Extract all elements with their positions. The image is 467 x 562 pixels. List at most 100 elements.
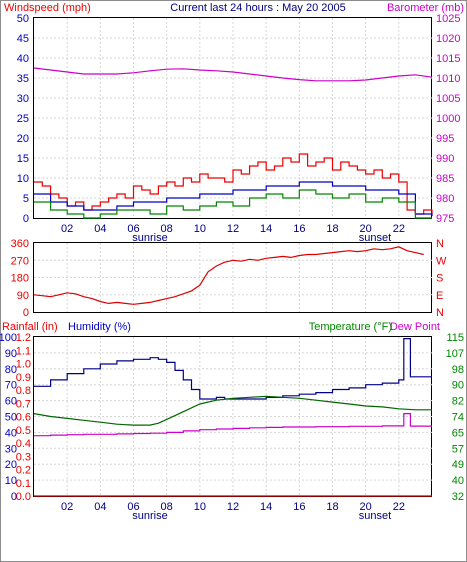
humidity-tick-label: 50 [5, 412, 17, 424]
series-dew-point [34, 413, 432, 437]
compass-tick-label: N [436, 307, 444, 319]
rainfall-tick-label: 0.9 [16, 372, 31, 384]
barometer-tick-label: 1020 [436, 33, 460, 45]
humidity-tick-label: 20 [5, 459, 17, 471]
rainfall-tick-label: 0.6 [16, 412, 31, 424]
rainfall-tick-label: 0.4 [16, 438, 31, 450]
sunrise-label-top: sunrise [132, 232, 167, 244]
temperature-tick-label: 82 [452, 396, 464, 408]
barometer-tick-label: 975 [436, 213, 454, 225]
temperature-tick-label: 107 [446, 348, 464, 360]
series-minimum [34, 189, 432, 219]
windspeed-tick-label: 45 [17, 33, 29, 45]
rainfall-tick-label: 0.7 [16, 398, 31, 410]
windspeed-tick-label: 0 [23, 213, 29, 225]
rainfall-tick-label: 0.5 [16, 425, 31, 437]
sunset-label-bottom: sunset [359, 510, 391, 522]
barometer-tick-label: 1015 [436, 53, 460, 65]
x-axis-top-tick-label: 10 [194, 223, 206, 235]
windspeed-tick-label: 15 [17, 153, 29, 165]
x-axis-bottom-tick-label: 02 [61, 501, 73, 513]
temperature-axis-title: Temperature (°F) [309, 321, 392, 333]
x-axis-top-tick-label: 18 [326, 223, 338, 235]
x-axis-top-tick-label: 16 [293, 223, 305, 235]
rainfall-tick-label: 0.1 [16, 478, 31, 490]
sunrise-label-bottom: sunrise [132, 510, 167, 522]
humidity-tick-label: 30 [5, 443, 17, 455]
series-gust [34, 153, 433, 215]
humidity-tick-label: 10 [5, 475, 17, 487]
x-axis-top-tick-label: 22 [393, 223, 405, 235]
x-axis-bottom-tick-label: 22 [393, 501, 405, 513]
barometer-tick-label: 1010 [436, 73, 460, 85]
series-direction [33, 246, 424, 305]
x-axis-bottom-tick-label: 12 [227, 501, 239, 513]
barometer-axis-title: Barometer (mb) [387, 2, 464, 14]
x-axis-top-tick-label: 04 [94, 223, 106, 235]
humidity-tick-label: 100 [0, 332, 17, 344]
temperature-tick-label: 40 [452, 475, 464, 487]
temperature-tick-label: 98 [452, 364, 464, 376]
barometer-tick-label: 995 [436, 133, 454, 145]
chart-title: Current last 24 hours : May 20 2005 [170, 2, 345, 14]
temperature-tick-label: 90 [452, 380, 464, 392]
windspeed-axis-title: Windspeed (mph) [4, 2, 91, 14]
direction-tick-label: 90 [17, 290, 29, 302]
x-axis-bottom-tick-label: 14 [260, 501, 272, 513]
windspeed-tick-label: 50 [17, 13, 29, 25]
x-axis-bottom-tick-label: 18 [326, 501, 338, 513]
temperature-tick-label: 65 [452, 427, 464, 439]
humidity-tick-label: 90 [5, 348, 17, 360]
dewpoint-axis-title: Dew Point [390, 321, 440, 333]
humidity-tick-label: 0 [11, 491, 17, 503]
windspeed-tick-label: 25 [17, 113, 29, 125]
humidity-tick-label: 40 [5, 427, 17, 439]
windspeed-tick-label: 35 [17, 73, 29, 85]
compass-tick-label: N [436, 238, 444, 250]
temperature-tick-label: 115 [446, 332, 464, 344]
x-axis-top-tick-label: 02 [61, 223, 73, 235]
barometer-tick-label: 1005 [436, 93, 460, 105]
x-axis-top-tick-label: 08 [161, 223, 173, 235]
rainfall-tick-label: 1.2 [16, 332, 31, 344]
windspeed-tick-label: 30 [17, 93, 29, 105]
rainfall-tick-label: 0.8 [16, 385, 31, 397]
series-average [34, 181, 433, 216]
barometer-tick-label: 985 [436, 173, 454, 185]
temperature-tick-label: 32 [452, 491, 464, 503]
barometer-tick-label: 990 [436, 153, 454, 165]
direction-tick-label: 360 [11, 238, 29, 250]
compass-tick-label: S [436, 273, 443, 285]
sunset-label-top: sunset [359, 232, 391, 244]
compass-tick-label: W [436, 255, 447, 267]
windspeed-tick-label: 10 [17, 173, 29, 185]
x-axis-bottom-tick-label: 04 [94, 501, 106, 513]
x-axis-top-tick-label: 20 [360, 223, 372, 235]
rainfall-tick-label: 1.0 [16, 359, 31, 371]
x-axis-bottom-tick-label: 10 [194, 501, 206, 513]
humidity-tick-label: 70 [5, 380, 17, 392]
rainfall-axis-title: Rainfall (in) [2, 321, 58, 333]
rainfall-tick-label: 0.0 [16, 491, 31, 503]
temperature-tick-label: 49 [452, 459, 464, 471]
x-axis-bottom-tick-label: 06 [127, 501, 139, 513]
direction-tick-label: 0 [23, 307, 29, 319]
x-axis-top-tick-label: 12 [227, 223, 239, 235]
x-axis-top-tick-label: 14 [260, 223, 272, 235]
rain-humidity-temperature-panel: 0.00.10.20.30.40.50.60.70.80.91.01.11.2 … [0, 332, 464, 513]
temperature-tick-label: 74 [452, 412, 464, 424]
humidity-axis-title: Humidity (%) [68, 321, 131, 333]
series-barometer [33, 67, 433, 82]
direction-tick-label: 270 [11, 255, 29, 267]
direction-tick-label: 180 [11, 273, 29, 285]
rainfall-tick-label: 0.2 [16, 465, 31, 477]
windspeed-tick-label: 20 [17, 133, 29, 145]
rainfall-tick-label: 0.3 [16, 451, 31, 463]
x-axis-top-tick-label: 06 [127, 223, 139, 235]
humidity-tick-label: 60 [5, 396, 17, 408]
series-temperature [33, 395, 432, 426]
rainfall-tick-label: 1.1 [16, 345, 31, 357]
